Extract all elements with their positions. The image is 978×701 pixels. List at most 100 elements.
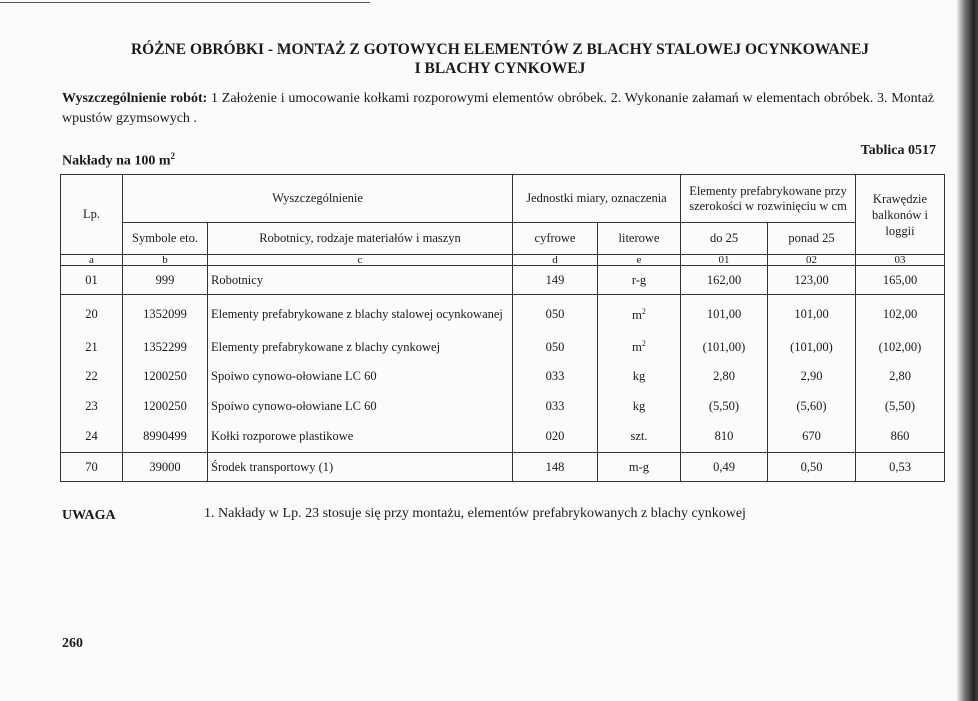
cell-text: kg [632, 369, 646, 383]
cell-text: 0,50 [800, 459, 823, 474]
cell-text: Kołki rozporowe plastikowe [211, 428, 354, 443]
cell-sym: 39000 [122, 452, 208, 482]
cell-text: 2,90 [800, 369, 823, 383]
cell-text: Elementy prefabrykowane z blachy cynkowe… [211, 340, 441, 354]
cell-text: 23 [85, 399, 98, 413]
cell-text: (101,00) [790, 340, 833, 354]
cell-text: 020 [545, 428, 565, 443]
unit-superscript: 2 [641, 306, 646, 316]
cell-v1: (5,50) [680, 392, 768, 421]
description-text: 1 Założenie i umocowanie kołkami rozporo… [62, 91, 935, 126]
code-cell: e [597, 254, 681, 266]
cell-name: Elementy prefabrykowane z blachy stalowe… [207, 294, 513, 335]
cell-v3: 165,00 [855, 265, 945, 295]
cell-v1: (101,00) [680, 334, 768, 361]
cell-name: Kołki rozporowe plastikowe [207, 420, 513, 453]
uwaga-text: 1. Nakłady w Lp. 23 stosuje się przy mon… [204, 506, 746, 521]
cell-lit: m2 [597, 334, 681, 361]
cell-text: 70 [85, 459, 98, 474]
cell-text: 1352099 [143, 307, 187, 322]
cell-text: m [632, 307, 642, 322]
header-wyszczegolnienie: Wyszczególnienie [122, 174, 513, 223]
cell-v2: 670 [767, 420, 856, 453]
naklady-heading: Nakłady na 100 m2 [62, 151, 175, 170]
cell-sym: 1200250 [122, 360, 208, 393]
cell-text: r-g [631, 272, 647, 287]
cell-cyf: 033 [512, 360, 598, 393]
table-row: 20 1352099 Elementy prefabrykowane z blach… [60, 294, 945, 335]
cell-text: 8990499 [143, 428, 187, 443]
header-krawedzie: Krawędzie balkonów i loggii [855, 174, 945, 255]
cell-lit: kg [597, 360, 681, 393]
cell-text: 165,00 [882, 272, 918, 287]
table-number: Tablica 0517 [860, 143, 936, 158]
cell-v3: 2,80 [855, 360, 945, 393]
cell-text: 22 [85, 369, 98, 383]
cell-text: (101,00) [702, 340, 746, 354]
cell-lit: szt. [597, 420, 681, 453]
cell-text: 2,80 [713, 369, 735, 383]
table-row: 70 39000 Środek transportowy (1) 148 m-g 0,49… [60, 452, 945, 482]
scan-top-line [0, 2, 370, 3]
cell-text: 162,00 [706, 272, 742, 287]
cell-lp: 22 [60, 360, 123, 393]
title-line-1: RÓŻNE OBRÓBKI - MONTAŻ Z GOTOWYCH ELEMEN… [130, 41, 870, 58]
title-line-2: I BLACHY CYNKOWEJ [414, 60, 586, 77]
cell-text: 860 [890, 428, 910, 443]
cell-text: 999 [155, 272, 175, 287]
table-row: 01 999 Robotnicy 149 r-g 162,00 123,00 165,00 [60, 265, 945, 295]
naklady-text: Nakłady na 100 m [62, 153, 171, 169]
cell-text: 101,00 [794, 307, 829, 322]
cell-v2: (5,60) [767, 392, 856, 421]
cell-cyf: 020 [512, 420, 598, 453]
cell-lp: 20 [60, 294, 123, 335]
cell-name: Elementy prefabrykowane z blachy cynkowe… [207, 334, 513, 361]
cell-lp: 70 [60, 452, 123, 482]
cell-sym: 1352099 [122, 294, 208, 335]
code-cell: c [207, 254, 513, 266]
cell-text: 1352299 [143, 340, 187, 354]
norms-table: Lp. Wyszczególnienie Jednostki miary, oz… [60, 174, 945, 482]
naklady-sup: 2 [170, 151, 176, 161]
cell-lit: m2 [597, 294, 681, 335]
cell-lp: 23 [60, 392, 123, 421]
cell-v1: 101,00 [680, 294, 768, 335]
cell-text: Elementy prefabrykowane z blachy stalowe… [211, 307, 503, 322]
cell-sym: 999 [122, 265, 208, 295]
cell-text: (5,50) [708, 399, 740, 413]
header-literowe: literowe [597, 222, 681, 255]
cell-cyf: 148 [512, 452, 598, 482]
cell-name: Robotnicy [207, 265, 513, 295]
cell-text: 810 [714, 428, 734, 443]
table-row: 24 8990499 Kołki rozporowe plastikowe 020 sz… [60, 420, 945, 453]
cell-name: Spoiwo cynowo-ołowiane LC 60 [207, 360, 513, 393]
header-cyfrowe: cyfrowe [512, 222, 598, 255]
cell-sym: 1352299 [122, 334, 208, 361]
cell-text: 0,49 [713, 459, 735, 474]
cell-text: 1200250 [143, 369, 187, 383]
code-cell: 03 [855, 254, 945, 266]
cell-text: 2,80 [889, 369, 911, 383]
cell-lit: kg [597, 392, 681, 421]
cell-lit: r-g [597, 265, 681, 295]
table-row: 23 1200250 Spoiwo cynowo-ołowiane LC 60 033… [60, 392, 945, 421]
header-jednostki: Jednostki miary, oznaczenia [512, 174, 681, 223]
cell-v3: (5,50) [855, 392, 945, 421]
page-number: 260 [62, 636, 83, 651]
uwaga-label: UWAGA [62, 508, 116, 523]
cell-cyf: 050 [512, 294, 598, 335]
code-cell: 02 [767, 254, 856, 266]
scan-page-edge [956, 0, 978, 701]
cell-lp: 21 [60, 334, 123, 361]
cell-lp: 01 [60, 265, 123, 295]
cell-v3: (102,00) [855, 334, 945, 361]
cell-v1: 162,00 [680, 265, 768, 295]
cell-name: Środek transportowy (1) [207, 452, 513, 482]
cell-text: 670 [802, 428, 821, 443]
cell-text: 050 [545, 307, 565, 322]
cell-v3: 102,00 [855, 294, 945, 335]
cell-text: 24 [85, 428, 98, 443]
code-cell: 01 [680, 254, 768, 266]
cell-text: 0,53 [889, 459, 911, 474]
cell-cyf: 149 [512, 265, 598, 295]
